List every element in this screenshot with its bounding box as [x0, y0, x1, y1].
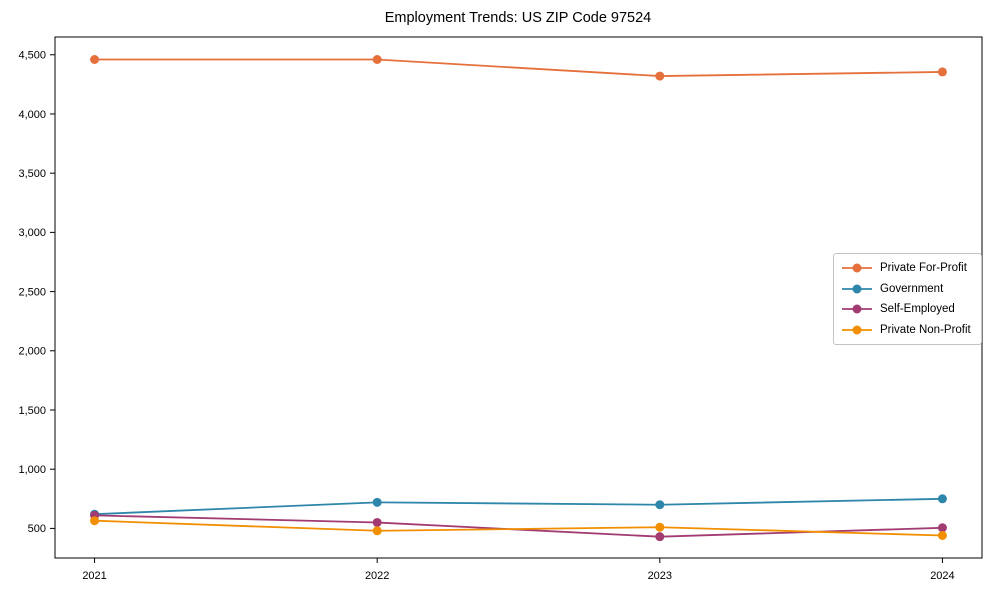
legend-item: Self-Employed	[842, 299, 973, 320]
x-tick-label: 2023	[648, 570, 672, 582]
x-tick-label: 2024	[930, 570, 954, 582]
data-point	[655, 522, 665, 532]
series-line-3	[94, 519, 943, 537]
chart-title: Employment Trends: US ZIP Code 97524	[384, 10, 652, 26]
y-tick-label: 500	[28, 523, 46, 535]
data-point	[937, 523, 947, 533]
y-tick-label: 4,000	[18, 109, 46, 121]
y-tick-label: 3,000	[18, 227, 46, 239]
legend-marker	[852, 263, 862, 273]
legend-item: Private For-Profit	[842, 258, 973, 279]
legend: Private For-Profit Government Self-Employe…	[833, 253, 982, 345]
legend-label: Government	[880, 282, 944, 295]
data-point	[372, 497, 382, 507]
series-line-1	[94, 497, 943, 516]
data-point	[372, 526, 382, 536]
data-point	[655, 500, 665, 510]
plot-border	[54, 36, 983, 559]
data-point	[655, 71, 665, 81]
legend-swatch	[842, 263, 872, 273]
y-tick-label: 2,500	[18, 286, 46, 298]
legend-label: Private Non-Profit	[880, 323, 971, 336]
y-tick-label: 1,500	[18, 405, 46, 417]
legend-item: Government	[842, 279, 973, 300]
legend-item: Private Non-Profit	[842, 320, 973, 341]
legend-swatch	[842, 325, 872, 335]
data-point	[90, 54, 100, 64]
y-tick-label: 3,500	[18, 168, 46, 180]
series-line-0	[94, 58, 943, 77]
y-tick-label: 4,500	[18, 50, 46, 62]
x-tick-label: 2021	[82, 570, 106, 582]
y-tick-label: 1,000	[18, 464, 46, 476]
data-point	[937, 494, 947, 504]
legend-marker	[852, 304, 862, 314]
data-point	[372, 54, 382, 64]
legend-marker	[852, 284, 862, 294]
x-tick-label: 2022	[365, 570, 389, 582]
data-point	[372, 517, 382, 527]
legend-label: Self-Employed	[880, 303, 955, 316]
legend-marker	[852, 325, 862, 335]
data-point	[90, 516, 100, 526]
data-point	[937, 531, 947, 541]
y-tick-label: 2,000	[18, 346, 46, 358]
data-point	[937, 67, 947, 77]
legend-swatch	[842, 284, 872, 294]
legend-label: Private For-Profit	[880, 262, 967, 275]
data-point	[655, 532, 665, 542]
legend-swatch	[842, 304, 872, 314]
